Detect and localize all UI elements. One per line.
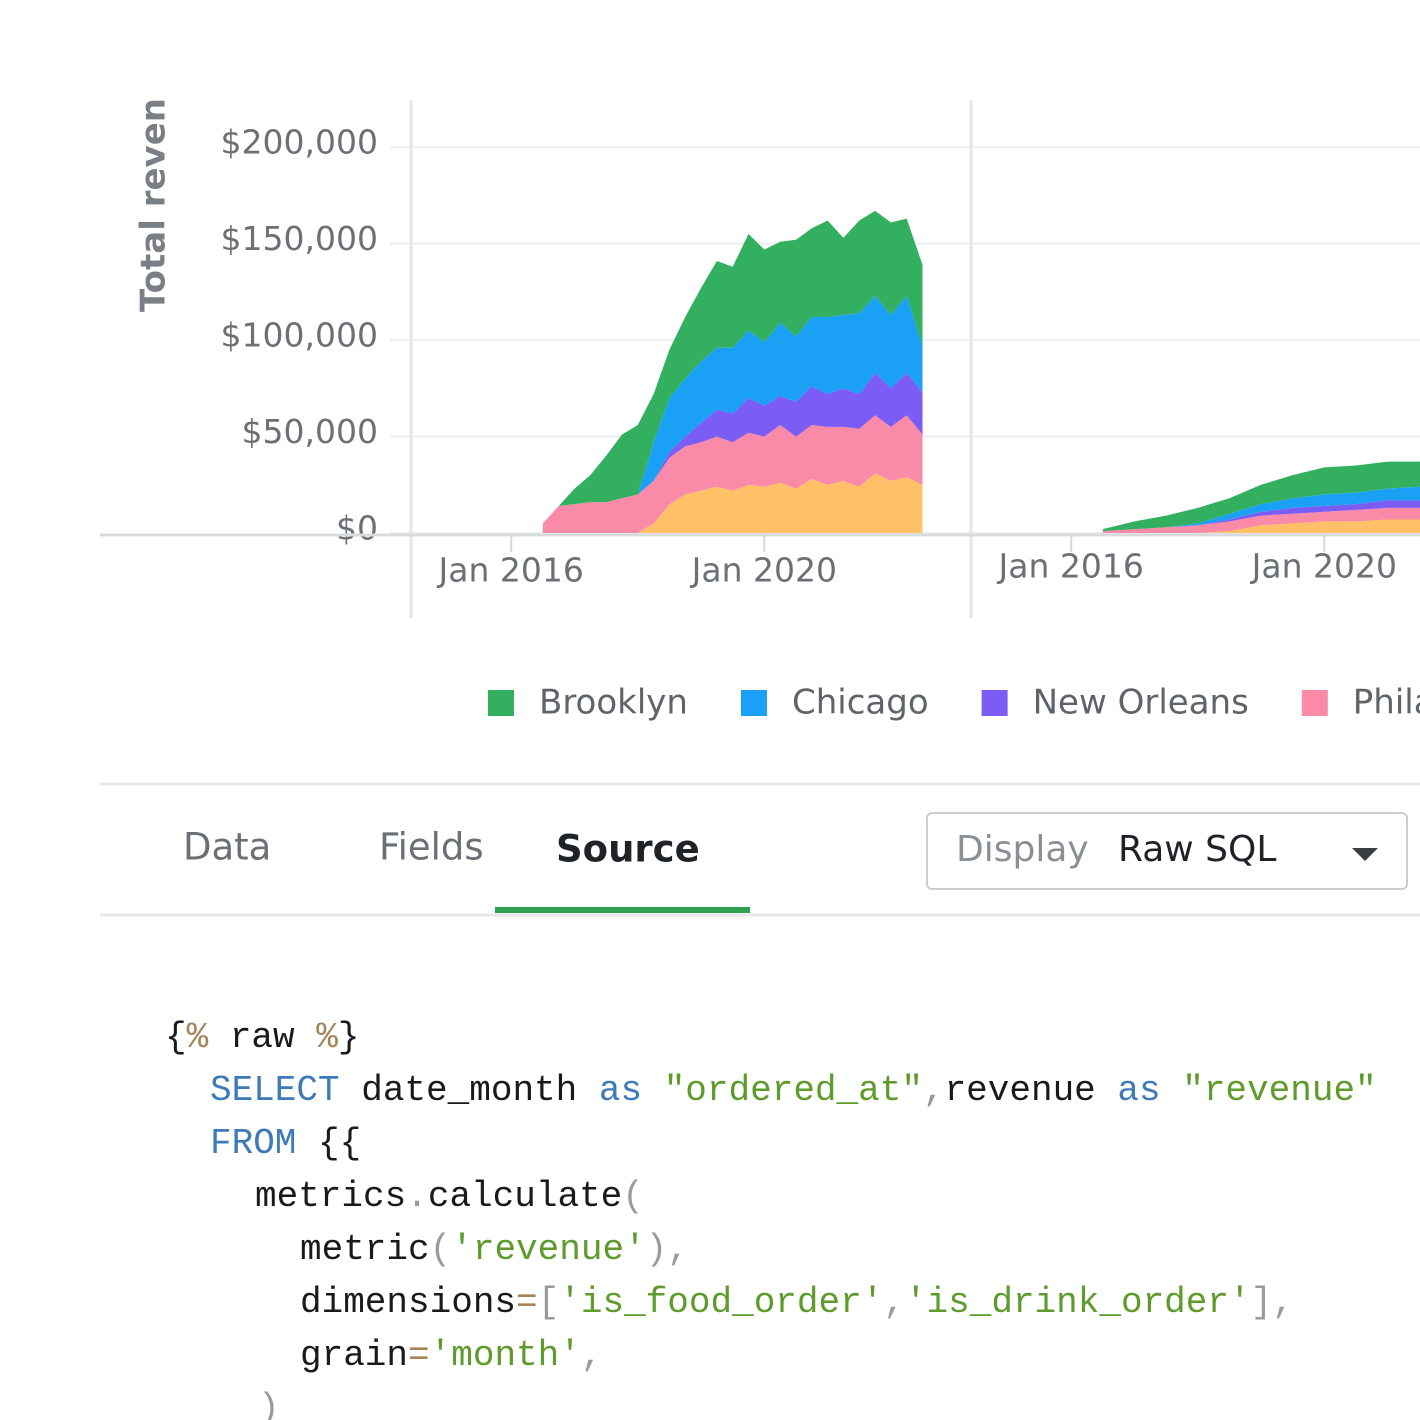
area	[542, 210, 923, 524]
tab[interactable]: Fields	[379, 826, 484, 869]
code-token: calculate	[428, 1176, 622, 1217]
area	[542, 295, 923, 524]
legend-item[interactable]: Philadelphia	[1301, 683, 1420, 723]
area	[542, 372, 923, 524]
area	[1102, 519, 1420, 533]
y-tick-label: $0	[336, 509, 378, 548]
code-block: {% raw %} SELECT date_month as "ordered_a…	[165, 1017, 1377, 1420]
code-token: {	[165, 1017, 187, 1058]
code-token: dimensions	[300, 1282, 516, 1323]
x-tick-label: Jan 2016	[437, 551, 584, 590]
legend-item[interactable]: Brooklyn	[488, 683, 688, 723]
legend-item[interactable]: New Orleans	[981, 683, 1249, 723]
code-token: FROM	[210, 1123, 296, 1164]
code-token: metric	[300, 1229, 430, 1270]
area	[542, 415, 923, 533]
legend-swatch	[981, 690, 1008, 716]
code-token: ,	[923, 1070, 945, 1111]
code-token: [	[538, 1282, 560, 1323]
code-token: date_month	[340, 1070, 599, 1111]
code-token: {{	[296, 1123, 361, 1164]
x-tick-label: Jan 2020	[690, 551, 837, 590]
code-token: %	[316, 1017, 338, 1058]
area	[1102, 507, 1420, 533]
legend-label: Brooklyn	[539, 683, 688, 723]
code-line: metric('revenue'),	[300, 1229, 689, 1270]
legend-swatch	[1301, 690, 1328, 716]
code-token: (	[622, 1176, 644, 1217]
code-token: (	[430, 1229, 452, 1270]
y-tick-label: $200,000	[221, 123, 378, 162]
area	[1102, 500, 1420, 532]
x-tick-label: Jan 2016	[997, 547, 1144, 586]
code-token: 'revenue'	[451, 1229, 645, 1270]
code-token: grain	[300, 1335, 408, 1376]
legend-swatch	[740, 690, 767, 716]
y-tick-label: $150,000	[221, 219, 378, 258]
legend-label: Chicago	[792, 683, 929, 723]
code-token: metrics	[255, 1176, 406, 1217]
code-line: {% raw %}	[165, 1017, 359, 1058]
code-line: metrics.calculate(	[255, 1176, 644, 1217]
code-line: FROM {{	[210, 1123, 361, 1164]
code-token: SELECT	[210, 1070, 340, 1111]
code-token: .	[406, 1176, 428, 1217]
code-token: 'month'	[430, 1335, 581, 1376]
code-token: )	[258, 1388, 280, 1420]
code-token: 'is_drink_order'	[905, 1282, 1251, 1323]
code-token: ),	[646, 1229, 689, 1270]
code-token: "ordered_at"	[642, 1070, 923, 1111]
x-tick-label: Jan 2020	[1250, 547, 1397, 586]
tab-underline	[495, 907, 750, 913]
legend-label: New Orleans	[1033, 683, 1249, 723]
code-token: ,	[581, 1335, 603, 1376]
code-token: ],	[1251, 1282, 1294, 1323]
code-token: 'is_food_order'	[559, 1282, 883, 1323]
legend-item[interactable]: Chicago	[740, 683, 929, 723]
legend-swatch	[488, 690, 514, 716]
area	[1102, 486, 1420, 532]
y-tick-label: $50,000	[242, 412, 378, 451]
code-line: grain='month',	[300, 1335, 602, 1376]
y-tick-label: $100,000	[221, 316, 378, 355]
dropdown-caret	[1352, 848, 1378, 861]
display-value: Raw SQL	[1118, 829, 1276, 870]
code-token: }	[338, 1017, 360, 1058]
code-token: =	[408, 1335, 430, 1376]
display-select[interactable]	[926, 812, 1408, 890]
code-token: %	[187, 1017, 209, 1058]
code-token: raw	[208, 1017, 316, 1058]
code-token: ,	[883, 1282, 905, 1323]
code-token: =	[516, 1282, 538, 1323]
y-axis-label: Total reven	[134, 98, 174, 312]
display-label: Display	[956, 829, 1089, 870]
tab[interactable]: Source	[556, 828, 700, 871]
code-line: )	[258, 1388, 280, 1420]
code-line: SELECT date_month as "ordered_at",revenu…	[210, 1070, 1377, 1111]
code-line: dimensions=['is_food_order','is_drink_or…	[300, 1282, 1294, 1323]
code-token: as	[599, 1070, 642, 1111]
code-token: as	[1117, 1070, 1160, 1111]
tab[interactable]: Data	[183, 826, 271, 869]
code-token: revenue	[945, 1070, 1118, 1111]
area	[1102, 461, 1420, 532]
area	[542, 473, 923, 533]
legend-label: Philadelphia	[1353, 683, 1420, 723]
code-token: "revenue"	[1161, 1070, 1377, 1111]
